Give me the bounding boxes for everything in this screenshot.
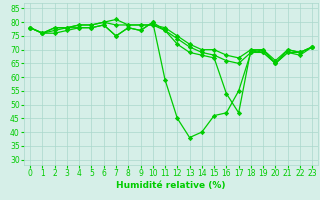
X-axis label: Humidité relative (%): Humidité relative (%) <box>116 181 226 190</box>
